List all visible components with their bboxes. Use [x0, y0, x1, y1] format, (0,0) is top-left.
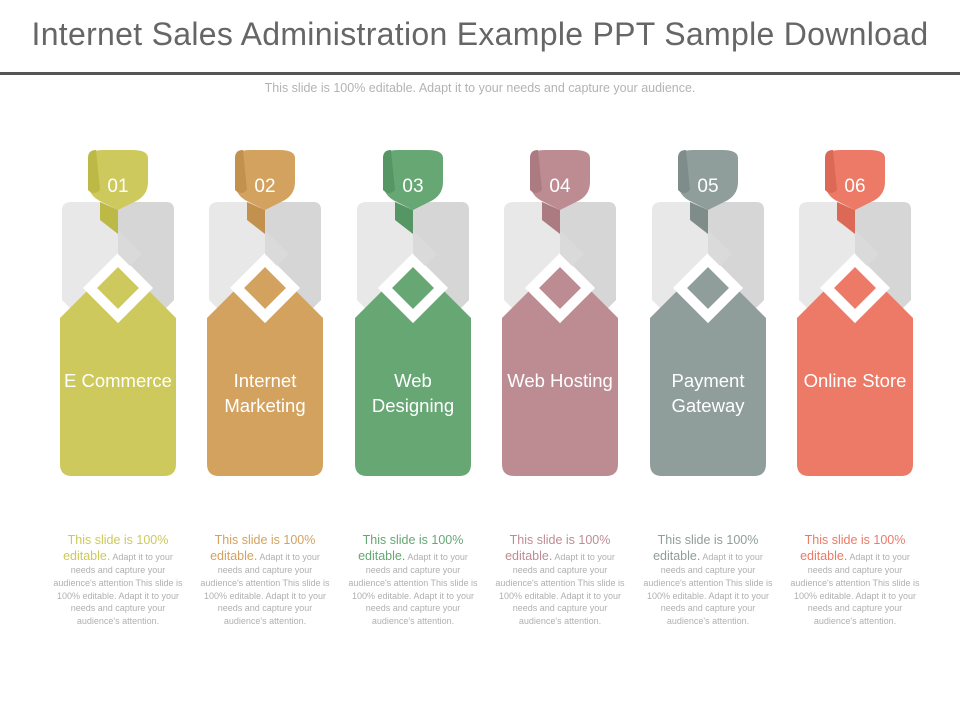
tag-label: Internet Marketing	[224, 370, 306, 416]
tag-description: This slide is 100% editable. Adapt it to…	[53, 532, 183, 628]
tag-card-1: 01 E Commerce	[60, 150, 176, 480]
tag-number: 02	[254, 176, 276, 197]
tag-description: This slide is 100% editable. Adapt it to…	[495, 532, 625, 628]
tag-shape	[60, 150, 176, 476]
tag-shape	[650, 150, 766, 476]
tag-number: 03	[402, 176, 424, 197]
tag-shape	[355, 150, 471, 476]
slide-title: Internet Sales Administration Example PP…	[31, 16, 929, 52]
description-lead: This slide is 100% editable.	[800, 533, 906, 563]
tag-card-5: 05 Payment Gateway	[650, 150, 766, 480]
description-lead: This slide is 100% editable.	[63, 533, 169, 563]
tag-description: This slide is 100% editable. Adapt it to…	[643, 532, 773, 628]
description-lead: This slide is 100% editable.	[210, 533, 316, 563]
tag-shape	[797, 150, 913, 476]
tag-description: This slide is 100% editable. Adapt it to…	[790, 532, 920, 628]
tag-number: 06	[844, 176, 866, 197]
tag-description: This slide is 100% editable. Adapt it to…	[348, 532, 478, 628]
description-body: Adapt it to your needs and capture your …	[495, 552, 625, 627]
description-body: Adapt it to your needs and capture your …	[200, 552, 330, 627]
tag-number: 04	[549, 176, 571, 197]
tag-number: 01	[107, 176, 129, 197]
tag-card-3: 03 Web Designing	[355, 150, 471, 480]
description-lead: This slide is 100% editable.	[653, 533, 759, 563]
description-body: Adapt it to your needs and capture your …	[348, 552, 478, 627]
tag-card-4: 04 Web Hosting	[502, 150, 618, 480]
tag-card-2: 02 Internet Marketing	[207, 150, 323, 480]
description-body: Adapt it to your needs and capture your …	[790, 552, 920, 627]
slide-subtitle: This slide is 100% editable. Adapt it to…	[264, 81, 696, 95]
description-body: Adapt it to your needs and capture your …	[643, 552, 773, 627]
description-body: Adapt it to your needs and capture your …	[53, 552, 183, 627]
title-divider	[0, 72, 960, 75]
tag-label: Online Store	[803, 370, 907, 391]
tag-label: Web Hosting	[507, 370, 613, 391]
description-lead: This slide is 100% editable.	[358, 533, 464, 563]
tag-label: Web Designing	[371, 370, 455, 416]
description-lead: This slide is 100% editable.	[505, 533, 611, 563]
tag-label: Payment Gateway	[671, 370, 745, 416]
tag-card-6: 06 Online Store	[797, 150, 913, 480]
tag-shape	[207, 150, 323, 476]
tag-description: This slide is 100% editable. Adapt it to…	[200, 532, 330, 628]
tag-label: E Commerce	[64, 370, 172, 391]
tag-number: 05	[697, 176, 719, 197]
tag-shape	[502, 150, 618, 476]
